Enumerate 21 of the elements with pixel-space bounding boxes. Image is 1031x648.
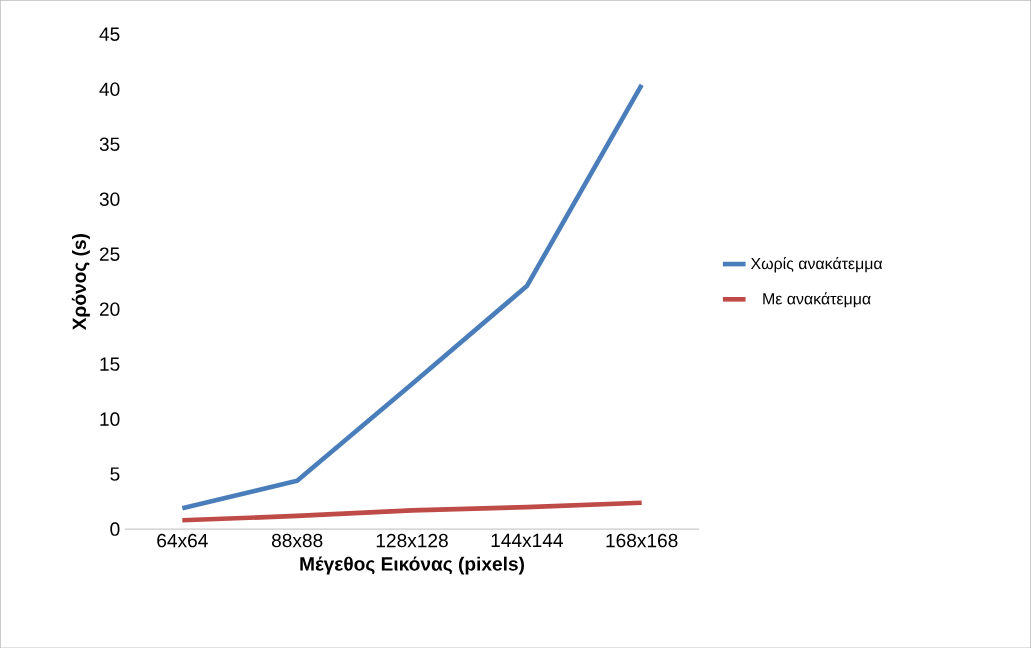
x-tick-label: 168x168 bbox=[606, 533, 678, 548]
y-axis-title: Χρόνος (s) bbox=[71, 233, 90, 330]
x-tick-label: 64x64 bbox=[157, 533, 208, 548]
y-tick-label: 0 bbox=[110, 522, 120, 536]
x-axis-title: Μέγεθος Εικόνας (pixels) bbox=[300, 556, 524, 575]
y-tick-label: 15 bbox=[100, 357, 120, 371]
y-tick-label: 30 bbox=[99, 192, 120, 206]
y-tick-label: 20 bbox=[99, 302, 120, 316]
y-tick-label: 40 bbox=[99, 82, 120, 96]
legend-label: Χωρίς ανακάτεμμα bbox=[750, 256, 883, 273]
legend-label: Με ανακάτεμμα bbox=[763, 292, 871, 308]
line-series bbox=[180, 82, 644, 511]
y-tick-label: 10 bbox=[100, 412, 120, 426]
x-tick-label: 88x88 bbox=[271, 533, 323, 548]
y-tick-label: 45 bbox=[99, 27, 120, 41]
line-series bbox=[180, 500, 644, 523]
y-tick-label: 25 bbox=[99, 247, 120, 261]
x-tick-label: 128x128 bbox=[376, 533, 448, 548]
x-tick-label: 144x144 bbox=[491, 533, 563, 547]
y-tick-label: 35 bbox=[99, 137, 120, 151]
y-tick-label: 5 bbox=[110, 467, 120, 481]
